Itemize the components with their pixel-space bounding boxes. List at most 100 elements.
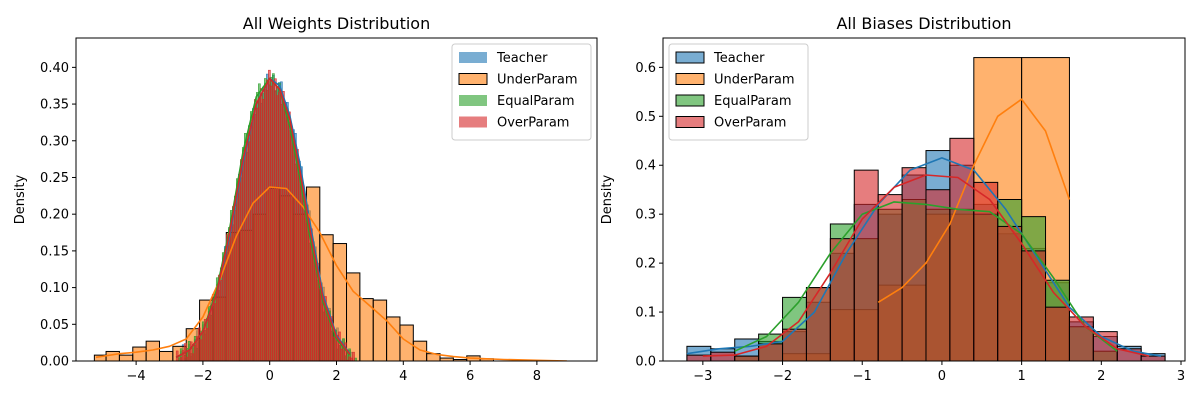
hist-bar — [782, 328, 807, 361]
hist-bar — [197, 327, 201, 361]
hist-bar — [209, 305, 213, 361]
hist-bar — [262, 99, 265, 361]
hist-bar — [302, 185, 305, 361]
hist-bar — [901, 167, 927, 361]
y-tick-label: 0.30 — [40, 134, 69, 149]
hist-bar — [187, 349, 191, 361]
x-tick-label: −2 — [193, 369, 212, 384]
legend-swatch-OverParam — [675, 116, 705, 128]
legend-label-UnderParam: UnderParam — [714, 73, 795, 88]
plot-area — [686, 57, 1166, 361]
y-axis-label: Density — [13, 174, 28, 224]
legend-frame — [451, 43, 592, 141]
hist-bar — [254, 99, 257, 361]
hist-bar — [734, 355, 760, 361]
x-tick-label: 0 — [266, 369, 274, 384]
hist-bar — [338, 331, 341, 361]
y-tick-label: 0.4 — [635, 159, 656, 174]
hist-bar — [925, 189, 951, 361]
hist-bar — [185, 356, 189, 361]
hist-bar — [300, 179, 303, 361]
hist-bar — [278, 91, 281, 361]
legend-swatch-OverParam — [459, 116, 487, 128]
hist-bar — [308, 223, 311, 361]
hist-bar — [118, 354, 134, 361]
y-axis-label: Density — [600, 174, 615, 224]
hist-bar — [240, 159, 243, 361]
legend: Teacher UnderParam EqualParam OverParam — [451, 43, 592, 141]
kde-Teacher — [686, 157, 1162, 357]
hist-bar — [294, 144, 297, 361]
hist-bar — [205, 328, 209, 361]
x-tick-label: 6 — [466, 369, 474, 384]
kde-EqualParam — [734, 201, 1118, 352]
hist-bar — [215, 289, 219, 361]
hist-bar — [191, 353, 195, 361]
hist-bar — [292, 140, 295, 361]
hist-bar — [225, 234, 229, 361]
hist-bar — [346, 272, 361, 361]
hist-bar — [290, 135, 293, 361]
hist-bar — [272, 82, 275, 361]
legend-swatch-Teacher — [459, 52, 487, 63]
hist-bar — [1021, 250, 1047, 361]
kde-UnderParam — [877, 98, 1071, 303]
hist-bar — [304, 211, 307, 361]
hist-bar — [332, 336, 335, 361]
x-tick-label: −3 — [693, 369, 712, 384]
y-tick-label: 0.3 — [635, 208, 656, 223]
legend-label-EqualParam: EqualParam — [497, 94, 574, 109]
hist-bar — [236, 192, 239, 361]
hist-bar — [997, 225, 1023, 361]
hist-bar — [268, 69, 271, 361]
hist-bar — [758, 343, 784, 361]
legend-swatch-UnderParam — [458, 73, 488, 85]
hist-bar — [282, 91, 285, 361]
hist-bar — [1140, 355, 1166, 361]
legend-label-Teacher: Teacher — [496, 51, 548, 66]
x-tick-label: 8 — [533, 369, 541, 384]
hist-bar — [260, 88, 263, 361]
hist-bar — [973, 181, 999, 361]
hist-bar — [288, 111, 291, 361]
hist-bar — [179, 357, 183, 361]
hist-bar — [318, 287, 321, 361]
hist-bar — [348, 356, 351, 361]
y-tick-label: 0.1 — [635, 306, 656, 321]
hist-bar — [266, 79, 269, 361]
hist-bar — [284, 111, 287, 361]
hist-bar — [286, 111, 289, 361]
hist-bar — [312, 253, 315, 361]
hist-bar — [201, 330, 205, 361]
x-tick-label: 4 — [399, 369, 407, 384]
y-tick-label: 0.35 — [40, 98, 69, 113]
x-tick-label: 1 — [1017, 369, 1025, 384]
hist-bar — [314, 258, 317, 361]
hist-bar — [270, 85, 273, 361]
hist-bar — [238, 176, 241, 361]
x-tick-label: 3 — [1177, 369, 1185, 384]
hist-bar — [280, 91, 283, 361]
hist-bar — [296, 149, 299, 361]
hist-bar — [234, 209, 237, 361]
hist-bar — [372, 299, 388, 361]
y-tick-label: 0.05 — [40, 318, 69, 333]
hist-bar — [352, 351, 355, 361]
hist-bar — [158, 350, 174, 361]
chart-title: All Biases Distribution — [836, 14, 1011, 33]
hist-bar — [246, 135, 249, 361]
x-tick-label: 2 — [332, 369, 340, 384]
plot-area — [93, 69, 567, 361]
legend-label-Teacher: Teacher — [713, 51, 765, 66]
hist-bar — [252, 113, 255, 361]
y-tick-label: 0.2 — [635, 257, 656, 272]
axes-frame — [662, 37, 1186, 362]
hist-bar — [207, 316, 211, 361]
y-tick-label: 0.6 — [635, 61, 656, 76]
kde-UnderParam — [95, 186, 567, 361]
hist-bar — [1116, 348, 1142, 361]
hist-bar — [306, 217, 309, 361]
y-tick-label: 0.00 — [40, 355, 69, 370]
x-tick-label: −2 — [773, 369, 792, 384]
